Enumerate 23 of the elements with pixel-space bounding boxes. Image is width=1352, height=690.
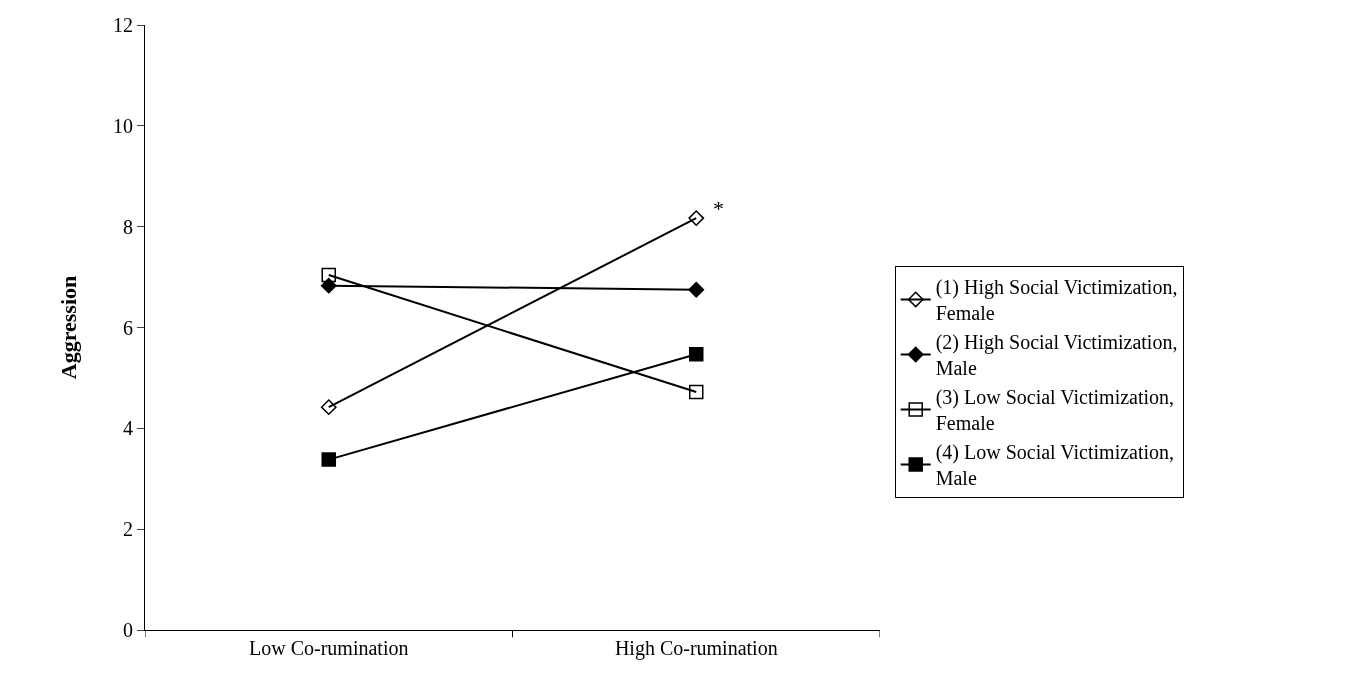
legend-label: (2) High Social Victimization, Male: [935, 331, 1178, 380]
point: [689, 346, 704, 362]
y-tick-label: 8: [123, 215, 133, 238]
legend-label: (3) Low Social Victimization, Female: [935, 386, 1175, 435]
y-axis-title: Aggression: [55, 275, 81, 380]
point: [320, 399, 337, 416]
x-tick-label: High Co-rumination: [614, 637, 778, 660]
point: [688, 210, 705, 226]
legend-label: (1) High Social Victimization, Female: [935, 276, 1178, 325]
y-tick-label: 0: [123, 619, 133, 641]
y-tick-label: 10: [113, 114, 133, 137]
point: [321, 267, 336, 283]
y-tick-label: 6: [123, 316, 133, 339]
y-tick-label: 12: [113, 14, 133, 36]
point: [688, 281, 705, 298]
y-tick-label: 2: [123, 518, 133, 541]
point: [320, 277, 337, 294]
point: [689, 384, 704, 400]
annotation: *: [713, 196, 724, 221]
x-tick-label: Low Co-rumination: [249, 637, 409, 659]
legend-label: (4) Low Social Victimization, Male: [935, 441, 1175, 490]
point: [321, 452, 336, 467]
y-tick-label: 4: [123, 417, 133, 440]
